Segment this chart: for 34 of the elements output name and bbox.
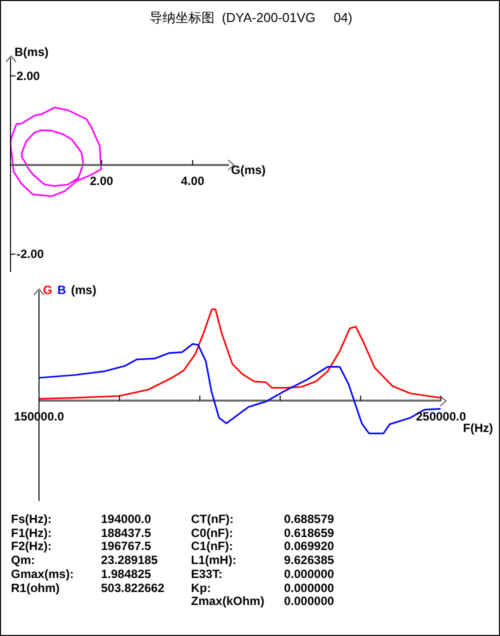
x-tick-label: 4.00 [180,174,205,188]
text: CT(nF): [191,512,234,526]
text: 503.822662 [101,580,164,594]
text: Gmax(ms): [11,566,74,581]
text: Kp: [191,580,211,594]
text: G [43,283,52,297]
y-tick-label: -2.00 [16,247,44,262]
chart-title: 导纳坐标图 (DYA-200-01VG 04) [148,9,354,27]
text: F1(Hz): [11,526,52,540]
x-axis-title: G(ms) [231,163,266,177]
text: 196767.5 [101,539,152,554]
text: 0.000000 [284,594,334,608]
text: 0.069920 [284,539,334,554]
text: 188437.5 [101,526,152,540]
text: Qm: [11,553,35,568]
text: L1(mH): [191,553,236,568]
text: 9.626385 [284,553,334,568]
text: Zmax(kOhm) [191,594,264,608]
text: 0.618659 [284,526,334,540]
text: 0.688579 [284,512,334,526]
text: E33T: [191,566,222,581]
text: 1.984825 [101,566,152,581]
text: 23.289185 [101,553,158,568]
y-axis-title: B(ms) [14,45,49,59]
text: 194000.0 [101,512,152,526]
text: 0.000000 [284,580,334,594]
text: 0.000000 [284,566,334,581]
text: C1(nF): [191,539,233,554]
text: C0(nF): [191,526,233,540]
text: Fs(Hz): [11,512,52,526]
text: R1(ohm) [11,580,60,594]
text: F2(Hz): [11,539,52,554]
y-axis-title: (ms) [71,283,96,297]
text: B [57,283,66,297]
